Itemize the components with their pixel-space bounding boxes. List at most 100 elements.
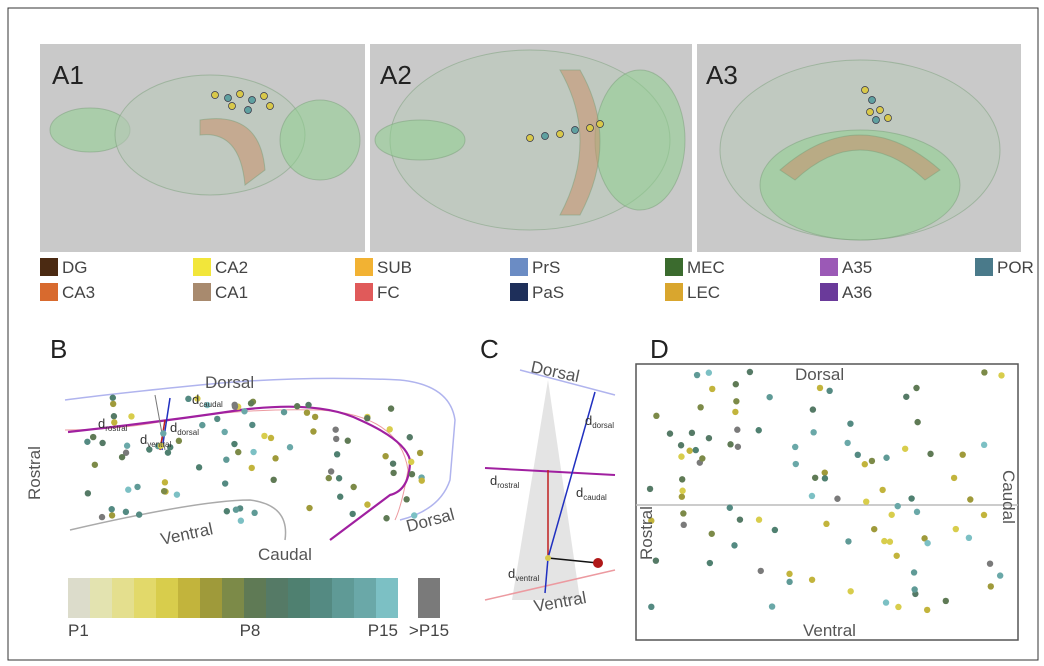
- cell-dot: [312, 414, 318, 420]
- legend-label: A36: [842, 283, 872, 302]
- cell-dot: [382, 453, 388, 459]
- cell-dot: [304, 409, 310, 415]
- legend-label: LEC: [687, 283, 720, 302]
- cell-dot: [812, 475, 818, 481]
- panel-label: C: [480, 334, 499, 364]
- cell-dot: [287, 444, 293, 450]
- distance-label: dcaudal: [576, 485, 607, 502]
- panel-label: A1: [52, 60, 84, 90]
- cell-dot: [727, 505, 733, 511]
- d: d: [98, 416, 105, 431]
- d: d: [576, 485, 583, 500]
- colorbar-swatch: [90, 578, 112, 618]
- cell-dot: [809, 493, 815, 499]
- cell-dot: [809, 577, 815, 583]
- colorbar-swatch: [354, 578, 376, 618]
- cell-dot: [699, 455, 705, 461]
- cell-dot: [902, 446, 908, 452]
- cell-dot: [185, 396, 191, 402]
- panel-label: D: [650, 334, 669, 364]
- axis-label: Rostral: [25, 446, 44, 500]
- cell-dot: [924, 607, 930, 613]
- cell-dot: [911, 586, 917, 592]
- cell-dot: [90, 434, 96, 440]
- cell-dot: [99, 514, 105, 520]
- legend-swatch: [510, 283, 528, 301]
- cell-dot: [826, 388, 832, 394]
- cell-dot: [895, 604, 901, 610]
- d: d: [585, 413, 592, 428]
- cell-dot: [249, 422, 255, 428]
- legend-label: DG: [62, 258, 88, 277]
- cell-dot: [388, 405, 394, 411]
- axis-label: Dorsal: [205, 373, 254, 392]
- cell-dot: [250, 449, 256, 455]
- cell-dot: [390, 470, 396, 476]
- axis-label: Dorsal: [795, 365, 844, 384]
- cell-dot: [84, 439, 90, 445]
- cone: [512, 380, 580, 600]
- cell-dot: [951, 475, 957, 481]
- cell-dot: [92, 462, 98, 468]
- cell-dots: [647, 369, 1005, 613]
- cell-dot: [888, 512, 894, 518]
- subscript: rostral: [105, 424, 127, 433]
- cell-dot: [333, 436, 339, 442]
- cell-dot: [706, 370, 712, 376]
- legend-label: PaS: [532, 283, 564, 302]
- cell-dot: [111, 413, 117, 419]
- legend-swatch: [665, 283, 683, 301]
- cell-dot: [924, 540, 930, 546]
- cell-dot: [881, 538, 887, 544]
- colorbar-swatch: [112, 578, 134, 618]
- legend-label: PrS: [532, 258, 560, 277]
- cell-dot: [959, 451, 965, 457]
- legend: DGCA2SUBPrSMECA35PORCA3CA1FCPaSLECA36: [40, 258, 1034, 302]
- cell-dot: [326, 475, 332, 481]
- d: d: [170, 420, 177, 435]
- cell-dot: [196, 464, 202, 470]
- cell-dot: [997, 572, 1003, 578]
- cell-dot: [914, 419, 920, 425]
- cell-dot: [109, 506, 115, 512]
- cell-dot: [686, 448, 692, 454]
- cell-dot: [786, 571, 792, 577]
- cell-dot: [834, 496, 840, 502]
- cell-dot: [403, 496, 409, 502]
- colorbar-swatch: [222, 578, 244, 618]
- cell-dot: [387, 426, 393, 432]
- panel-label: A3: [706, 60, 738, 90]
- cell-dot: [680, 510, 686, 516]
- cell-dot: [893, 553, 899, 559]
- cell-dot: [235, 449, 241, 455]
- cell-dot: [224, 508, 230, 514]
- legend-label: CA3: [62, 283, 95, 302]
- cell-dot: [988, 583, 994, 589]
- legend-swatch: [355, 258, 373, 276]
- cell-dot: [110, 401, 116, 407]
- cell-dot: [409, 471, 415, 477]
- cell-dot: [134, 484, 140, 490]
- cell-dot: [998, 372, 1004, 378]
- subscript: rostral: [497, 481, 519, 490]
- colorbar-swatch: [200, 578, 222, 618]
- legend-label: POR: [997, 258, 1034, 277]
- cell-dot: [822, 475, 828, 481]
- d: d: [490, 473, 497, 488]
- outline: [65, 378, 455, 520]
- cell-dot: [769, 603, 775, 609]
- cell-dot: [981, 442, 987, 448]
- cell-dot: [871, 526, 877, 532]
- legend-swatch: [820, 258, 838, 276]
- cell-dot: [847, 420, 853, 426]
- subscript: caudal: [199, 400, 223, 409]
- cell-dot: [128, 413, 134, 419]
- cell-dot: [364, 501, 370, 507]
- cell-dot: [694, 372, 700, 378]
- panel-label: B: [50, 334, 67, 364]
- cell-dot: [822, 469, 828, 475]
- cell-dot: [364, 415, 370, 421]
- cell-dot: [879, 487, 885, 493]
- colorbar-swatch: [266, 578, 288, 618]
